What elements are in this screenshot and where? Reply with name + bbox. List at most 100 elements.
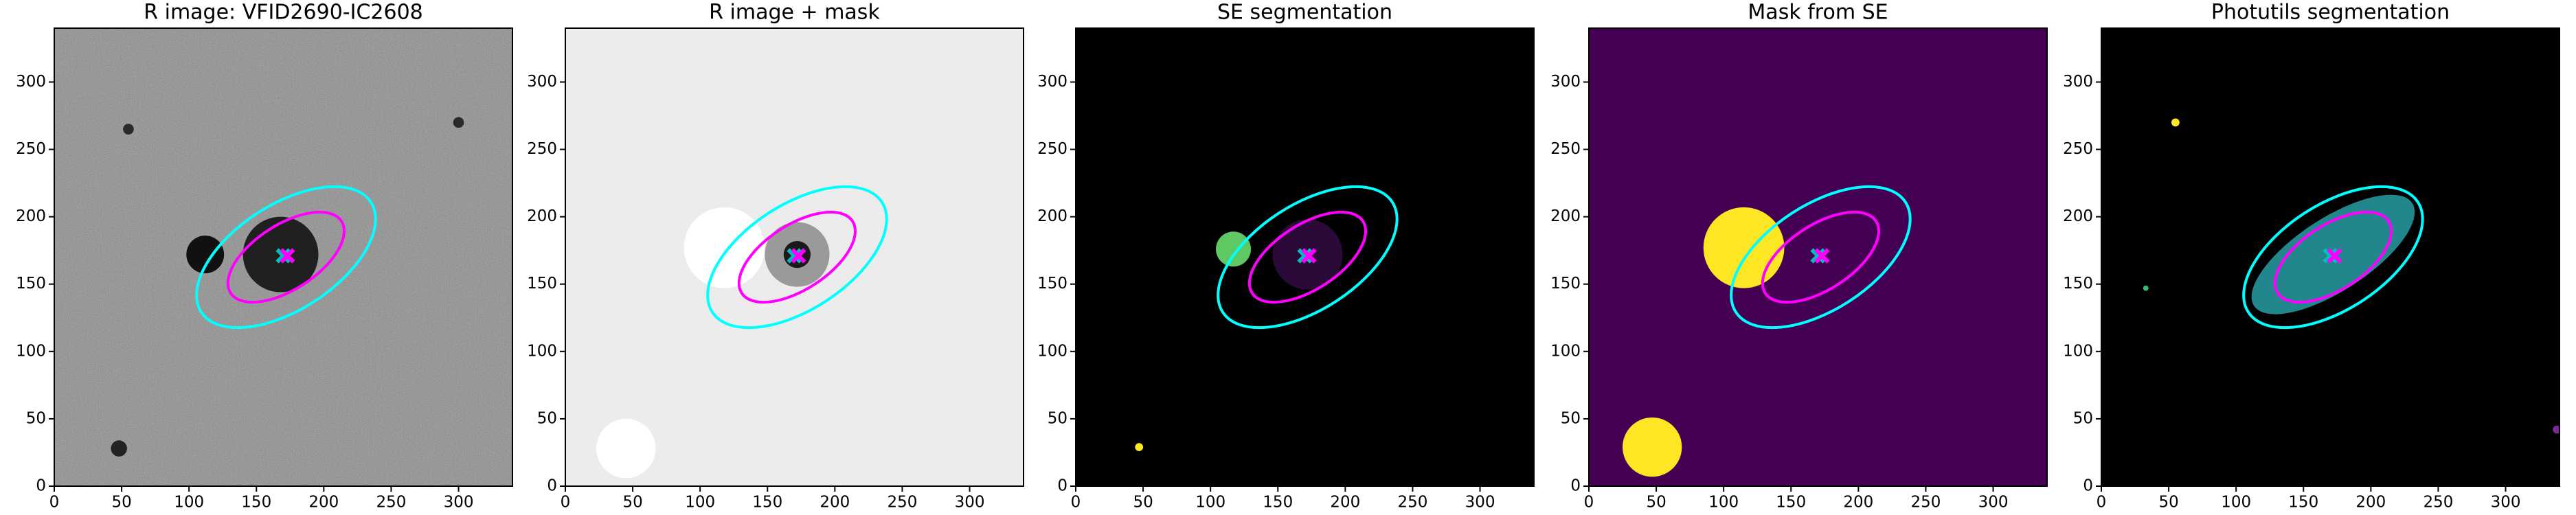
panel: 0 50 100 150 200 250 300 0 50 100 150 200 250 300 Phot… xyxy=(2063,1,2560,512)
x-tick-label: 0 xyxy=(2097,494,2107,512)
center-marker xyxy=(280,248,295,264)
x-tick-label: 150 xyxy=(1776,494,1806,512)
x-tick-label: 200 xyxy=(2355,494,2386,512)
x-tick-label: 150 xyxy=(2288,494,2318,512)
center-marker xyxy=(2323,248,2338,264)
y-tick-label: 250 xyxy=(16,140,46,158)
x-tick-label: 50 xyxy=(1133,494,1153,512)
y-tick-label: 150 xyxy=(16,275,46,293)
x-tick-label: 300 xyxy=(955,494,985,512)
axes-frame xyxy=(1075,27,1535,487)
y-tick-label: 250 xyxy=(527,140,557,158)
y-tick-label: 300 xyxy=(1037,73,1067,91)
panel: 0 50 100 150 200 250 300 0 50 100 150 200 250 300 R im… xyxy=(527,1,1024,512)
y-tick-label: 200 xyxy=(527,207,557,225)
panel-title: R image: VFID2690-IC2608 xyxy=(144,1,423,25)
region xyxy=(123,124,134,135)
image-area xyxy=(2101,28,2560,486)
y-tick-label: 100 xyxy=(2063,342,2093,360)
y-tick-label: 150 xyxy=(2063,275,2093,293)
region xyxy=(111,440,127,457)
y-tick-label: 150 xyxy=(1550,275,1581,293)
y-tick-label: 50 xyxy=(26,409,46,427)
y-tick-label: 150 xyxy=(527,275,557,293)
panel: 0 50 100 150 200 250 300 0 50 100 150 200 250 300 Mask… xyxy=(1550,1,2048,512)
panel-title: SE segmentation xyxy=(1217,1,1392,25)
y-tick-label: 200 xyxy=(1037,207,1067,225)
center-marker xyxy=(791,248,806,264)
x-tick-label: 100 xyxy=(1708,494,1739,512)
x-tick-label: 300 xyxy=(1978,494,2009,512)
x-tick-label: 300 xyxy=(444,494,474,512)
region xyxy=(596,418,656,479)
x-tick-label: 100 xyxy=(685,494,715,512)
y-tick-label: 250 xyxy=(1550,140,1581,158)
aperture-ellipse xyxy=(1730,185,1912,330)
x-tick-label: 0 xyxy=(561,494,571,512)
y-tick-label: 200 xyxy=(16,207,46,225)
region xyxy=(1703,207,1785,288)
x-tick-label: 300 xyxy=(2491,494,2521,512)
x-tick-label: 150 xyxy=(752,494,782,512)
x-tick-label: 200 xyxy=(1330,494,1360,512)
x-tick-label: 50 xyxy=(1646,494,1666,512)
y-tick-label: 100 xyxy=(1550,342,1581,360)
aperture-ellipse xyxy=(737,210,857,304)
image-area xyxy=(565,28,1024,486)
x-tick-label: 0 xyxy=(1071,494,1081,512)
y-tick-label: 50 xyxy=(537,409,557,427)
aperture-ellipse xyxy=(1761,210,1881,304)
y-tick-label: 50 xyxy=(2073,409,2093,427)
x-tick-label: 300 xyxy=(1465,494,1495,512)
center-marker xyxy=(2327,248,2342,264)
center-marker xyxy=(1301,248,1317,264)
axes-frame xyxy=(54,27,513,487)
x-tick-label: 200 xyxy=(820,494,850,512)
aperture-ellipse xyxy=(2242,185,2424,330)
x-tick-label: 200 xyxy=(308,494,339,512)
x-tick-label: 0 xyxy=(49,494,60,512)
aperture-ellipse xyxy=(195,185,377,330)
region xyxy=(2171,118,2180,127)
y-tick-label: 100 xyxy=(16,342,46,360)
y-tick-label: 100 xyxy=(527,342,557,360)
panel-title: Photutils segmentation xyxy=(2211,1,2450,25)
axes-frame xyxy=(2101,27,2560,487)
panel-title: Mask from SE xyxy=(1748,1,1888,25)
image-area xyxy=(54,28,512,486)
y-tick-label: 0 xyxy=(1570,477,1581,495)
axes-frame xyxy=(1588,27,2048,487)
aperture-ellipse xyxy=(1217,185,1399,330)
y-tick-label: 0 xyxy=(1057,477,1067,495)
x-tick-label: 50 xyxy=(2158,494,2178,512)
y-tick-label: 300 xyxy=(2063,73,2093,91)
y-tick-label: 300 xyxy=(16,73,46,91)
x-tick-label: 150 xyxy=(1263,494,1293,512)
center-marker xyxy=(787,248,802,264)
y-tick-label: 200 xyxy=(2063,207,2093,225)
aperture-ellipse xyxy=(226,210,346,304)
y-tick-label: 150 xyxy=(1037,275,1067,293)
panel: 0 50 100 150 200 250 300 0 50 100 150 200 250 300 SE s… xyxy=(1037,1,1535,512)
y-tick-label: 0 xyxy=(2083,477,2093,495)
region xyxy=(453,117,464,128)
center-marker xyxy=(1297,248,1313,264)
region xyxy=(1135,443,1144,451)
x-tick-label: 100 xyxy=(174,494,204,512)
center-marker xyxy=(1814,248,1830,264)
x-tick-label: 100 xyxy=(2221,494,2251,512)
x-tick-label: 50 xyxy=(622,494,642,512)
y-tick-label: 250 xyxy=(2063,140,2093,158)
center-marker xyxy=(275,248,291,264)
region xyxy=(683,207,765,288)
region xyxy=(1216,231,1252,267)
x-tick-label: 250 xyxy=(1397,494,1427,512)
y-tick-label: 50 xyxy=(1048,409,1067,427)
x-tick-label: 250 xyxy=(887,494,917,512)
region xyxy=(186,236,225,274)
x-tick-label: 200 xyxy=(1843,494,1873,512)
y-tick-label: 0 xyxy=(547,477,557,495)
x-tick-label: 0 xyxy=(1584,494,1594,512)
